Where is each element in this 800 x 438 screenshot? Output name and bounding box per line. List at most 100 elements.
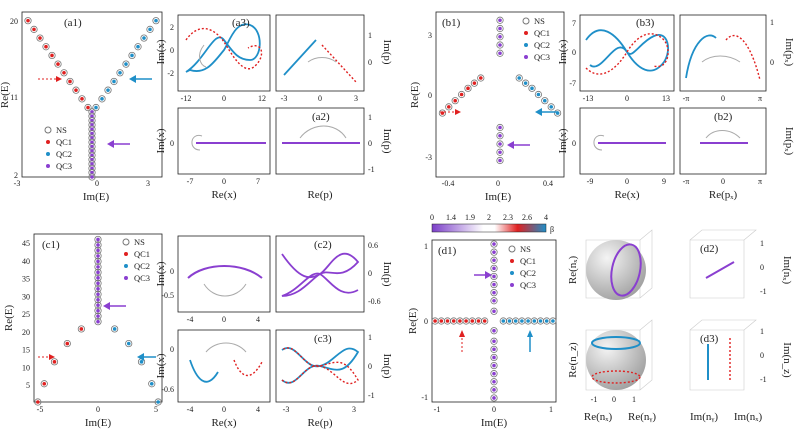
qc2-point	[148, 27, 152, 32]
ns-marker	[490, 240, 498, 248]
legend-a1: NS QC1 QC2 QC3	[44, 125, 72, 171]
qc3-point	[96, 259, 100, 264]
ns-marker	[490, 386, 498, 394]
axes-c2-left	[177, 235, 271, 313]
b3-xtick2-1: 0	[721, 94, 725, 103]
ns-marker	[94, 268, 102, 276]
qc3-point	[96, 303, 100, 308]
a1-ylabel: Re(E)	[0, 82, 11, 109]
b1-points	[438, 16, 562, 165]
arrowhead-qc3	[485, 271, 492, 279]
ns-marker	[496, 132, 504, 140]
panel-b1: (b1) NS QC1 QC2 QC3 -0.4 0 0.4 3 0 -3 Im…	[409, 11, 565, 203]
arrowhead-qc3	[507, 141, 514, 149]
ns-marker	[496, 24, 504, 33]
c1-ytick: 10	[22, 363, 30, 372]
ns-marker	[36, 34, 44, 42]
panel-label-b2: (b2)	[714, 111, 733, 123]
panel-label-d3: (d3)	[700, 333, 719, 345]
b3-xtick-1: 0	[625, 94, 629, 103]
b3-ytick-0: 7	[572, 19, 576, 28]
b2-guide-arrow-right	[705, 130, 741, 139]
a2-ylabel2: Im(p)	[381, 128, 393, 153]
c2-curve-qc3-x	[187, 265, 263, 279]
qc3-point	[498, 34, 502, 39]
qc2-point	[130, 53, 134, 58]
d2-sphere	[586, 240, 646, 300]
qc2-point	[149, 381, 154, 386]
ns-marker	[477, 74, 485, 82]
d2-ytick2-2: -1	[760, 287, 767, 296]
a3-ylabel: Im(x)	[155, 39, 167, 64]
c1-ytick: 30	[22, 292, 30, 301]
a1-points	[24, 17, 160, 181]
ns-marker	[92, 103, 100, 112]
colorbar-ticks: 0 1.4 1.9 2 2.3 2.6 4	[430, 213, 548, 222]
ns-marker	[490, 280, 498, 289]
ns-marker	[496, 123, 504, 132]
c1-points	[34, 235, 162, 406]
ns-marker	[48, 51, 56, 60]
legend-qc2: QC2	[56, 149, 72, 159]
ns-marker	[490, 378, 498, 386]
c3-ytick2-0: 1	[368, 333, 372, 342]
a3-xtick-1: 0	[222, 94, 226, 103]
qc1-point	[68, 79, 72, 84]
d1-xtick-2: 1	[549, 405, 553, 414]
d3-box-left	[585, 319, 653, 391]
legend-ns-marker	[44, 126, 52, 134]
b2-xlabel2: Re(pₓ)	[709, 189, 738, 201]
ns-marker	[457, 90, 466, 99]
arrowhead-qc2	[137, 353, 144, 361]
c3-xtick2-2: 3	[352, 405, 356, 414]
ns-marker	[438, 109, 446, 117]
qc3-point	[492, 379, 496, 384]
a2-xtick-1: 0	[222, 177, 226, 186]
ns-marker	[94, 274, 102, 282]
arrowhead-qc3	[107, 140, 114, 148]
ns-marker	[490, 256, 498, 264]
qc2-point	[532, 319, 537, 323]
a3-guide-arrow	[199, 44, 207, 68]
arrowhead-qc2	[527, 330, 533, 337]
d2-ylabel: Re(nₓ)	[567, 256, 579, 285]
panel-label-a2: (a2)	[312, 111, 330, 123]
qc1-point	[86, 105, 90, 110]
ns-marker	[128, 51, 136, 60]
qc2-point	[136, 44, 140, 49]
qc3-point	[498, 51, 502, 56]
legend-qc1: QC1	[56, 137, 72, 147]
b3-xtick-0: -13	[583, 94, 594, 103]
ns-marker	[66, 77, 74, 86]
panel-label-c3: (c3)	[314, 333, 332, 345]
c2-ytick2-2: -0.6	[368, 297, 381, 306]
qc1-point	[458, 319, 462, 323]
c1-ytick: 35	[22, 275, 30, 284]
qc3-point	[498, 26, 502, 31]
qc1-point	[476, 319, 481, 323]
ns-marker	[490, 361, 498, 370]
ns-marker	[445, 103, 453, 111]
c3-xlabel: Re(x)	[211, 417, 236, 429]
ns-marker	[496, 41, 504, 49]
ns-marker	[94, 263, 102, 271]
b1-xlabel: Im(E)	[485, 191, 512, 203]
qc3-point	[492, 242, 496, 246]
c2-xtick-1: 0	[222, 315, 226, 324]
a2-xlabel: Re(x)	[211, 189, 236, 201]
ns-marker	[54, 60, 62, 68]
qc3-point	[492, 258, 496, 263]
b3-ytick2-0: 1	[770, 18, 774, 27]
ns-marker	[152, 17, 160, 25]
b2-xlabel: Re(x)	[614, 189, 639, 201]
ns-marker	[481, 317, 489, 325]
qc1-point	[459, 92, 464, 97]
panel-label-d1: (d1)	[438, 245, 457, 257]
a3-line-qc1	[321, 44, 357, 83]
colorbar-label: β	[550, 225, 554, 234]
qc3-point	[492, 355, 496, 360]
ns-marker	[490, 370, 498, 378]
a1-xtick-1: 0	[95, 179, 99, 188]
ns-marker	[140, 34, 148, 42]
legend-qc2: QC2	[134, 261, 150, 271]
